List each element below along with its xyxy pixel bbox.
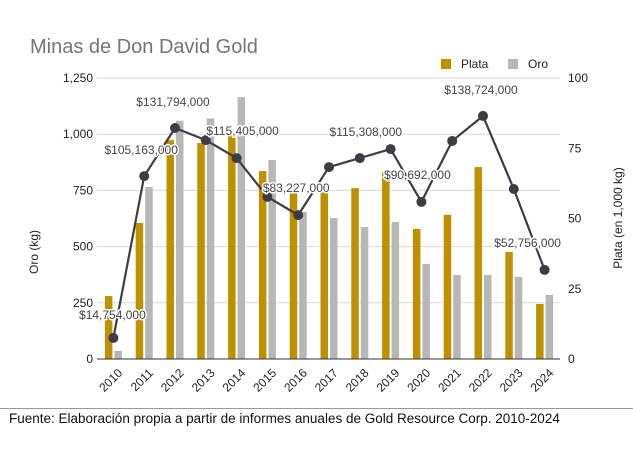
bar-plata-2020 [412,228,421,359]
revenue-label-2014: $115,405,000 [206,124,279,138]
revenue-point-2015 [262,191,273,202]
bar-plata-2014 [228,135,236,359]
y-tick-label-left: 500 [73,240,93,254]
bar-oro-2017 [330,218,338,359]
y-axis-left: 0 250 500 750 1,000 1,250 [63,71,93,366]
bar-oro-2019 [391,222,400,359]
x-tick-label: 2013 [189,366,218,395]
bar-oro-2020 [422,263,430,359]
y-tick-label-right: 100 [568,71,588,85]
x-tick-label: 2020 [404,366,433,395]
bar-plata-2023 [505,251,513,359]
y-tick-label-left: 250 [73,296,93,310]
revenue-label-2024: $52,756,000 [494,236,561,250]
revenue-label-2016: $83,227,000 [263,181,330,195]
bar-oro-2014 [237,97,246,359]
legend-swatch-oro [508,59,518,69]
y-tick-label-right: 50 [568,212,582,226]
data-labels: $14,754,000 $105,163,000 $131,794,000 $115,… [78,81,563,323]
gridlines [97,77,560,304]
bar-plata-2019 [382,171,390,359]
revenue-label-2018: $115,308,000 [330,125,403,139]
chart: Minas de Don David Gold Plata Oro 025050… [27,36,625,395]
revenue-point-2010 [108,332,119,343]
bar-plata-2010 [104,296,113,359]
bar-plata-2011 [135,222,144,359]
y-axis-right-title: Plata (en 1,000 kg) [611,167,625,268]
chart-title: Minas de Don David Gold [30,36,258,58]
revenue-point-2011 [139,171,150,182]
revenue-point-2014 [231,153,242,164]
revenue-point-2020 [416,196,427,207]
legend-swatch-plata [441,59,451,69]
x-tick-label: 2019 [374,366,403,395]
bar-oro-2012 [176,120,184,359]
bar-oro-2011 [145,187,153,359]
x-tick-label: 2022 [466,366,495,395]
y-tick-label-right: 25 [568,282,582,296]
bar-plata-2013 [197,142,205,359]
bar-plata-2024 [536,303,544,359]
x-axis: 2010 2011 2012 2013 2014 2015 2016 2017 2018 2019… [96,366,556,395]
x-tick-label: 2015 [250,366,279,395]
bar-oro-2010 [114,350,122,359]
revenue-label-2012: $131,794,000 [136,95,210,109]
bar-oro-2018 [360,227,369,359]
bar-plata-2018 [351,188,359,359]
bar-oro-2024 [545,294,554,359]
revenue-label-2011: $105,163,000 [104,143,178,157]
x-tick-label: 2017 [312,366,341,395]
legend: Plata Oro [441,57,548,71]
revenue-label-2022: $138,724,000 [444,83,518,97]
x-tick-label: 2010 [96,366,125,395]
bars [104,97,554,360]
bar-plata-2022 [474,167,482,359]
revenue-point-2013 [200,135,211,146]
bar-oro-2016 [299,211,307,359]
revenue-point-2017 [324,162,334,173]
x-tick-label: 2021 [435,366,464,395]
revenue-label-2010: $14,754,000 [79,308,146,322]
source-note: Fuente: Elaboración propia a partir de i… [9,411,560,426]
footer-divider [0,408,633,409]
y-tick-label-right: 75 [568,141,582,155]
revenue-point-2018 [354,153,365,164]
bar-oro-2013 [206,118,215,360]
y-tick-label-left: 1,250 [63,71,93,85]
bar-oro-2015 [268,160,276,359]
bar-plata-2015 [258,171,267,359]
bar-oro-2022 [484,274,492,359]
revenue-point-2024 [539,264,550,275]
revenue-line [108,110,550,343]
bar-plata-2021 [443,214,452,359]
y-tick-label-left: 1,000 [63,127,93,141]
revenue-point-2021 [447,135,458,146]
x-tick-label: 2014 [220,366,249,395]
revenue-label-2020: $90,692,000 [384,168,451,182]
bar-oro-2023 [514,276,523,359]
x-tick-label: 2012 [158,366,187,395]
x-tick-label: 2018 [343,366,372,395]
x-tick-label: 2016 [281,366,310,395]
y-tick-label-left: 0 [86,352,93,366]
y-axis-left-title: Oro (kg) [27,230,41,274]
revenue-point-2016 [293,210,304,221]
revenue-point-2012 [170,123,180,134]
y-tick-label-right: 0 [568,352,575,366]
x-tick-label: 2024 [528,366,557,395]
revenue-point-2022 [478,110,488,121]
y-axis-right: 0 25 50 75 100 [568,71,588,366]
bar-plata-2016 [289,189,298,359]
bar-oro-2021 [453,274,461,359]
legend-label-plata: Plata [461,57,489,71]
revenue-point-2019 [385,144,396,155]
x-tick-label: 2023 [497,366,526,395]
legend-label-oro: Oro [528,57,548,71]
bar-plata-2017 [320,188,328,359]
x-tick-label: 2011 [128,366,156,394]
y-tick-label-left: 750 [73,183,93,197]
bar-plata-2012 [166,140,174,359]
revenue-point-2023 [508,183,519,194]
